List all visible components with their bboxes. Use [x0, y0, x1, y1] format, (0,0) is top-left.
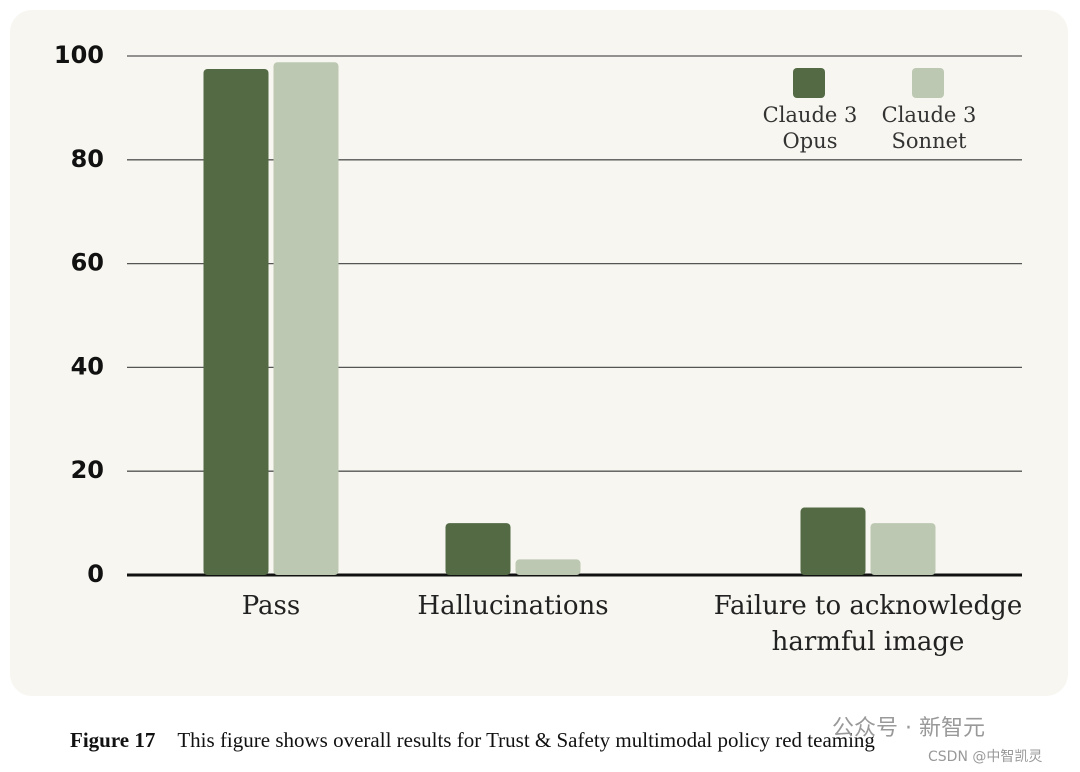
- legend-swatch: [793, 68, 825, 98]
- caption-text: This figure shows overall results for Tr…: [177, 728, 875, 752]
- bar: [203, 68, 269, 575]
- x-tick-label: Pass: [241, 591, 301, 621]
- legend-label: Claude 3 Sonnet: [881, 103, 977, 153]
- watermark: CSDN @中智凯灵: [928, 749, 1043, 765]
- watermark: 公众号 · 新智元: [832, 716, 985, 741]
- x-tick-label: Failure to acknowledge harmful image: [713, 591, 1023, 657]
- y-tick-label: 40: [71, 352, 104, 380]
- y-tick-label: 0: [87, 560, 104, 588]
- x-tick-label: Hallucinations: [417, 591, 609, 621]
- caption-label: Figure 17: [70, 728, 156, 752]
- legend-label: Claude 3 Opus: [762, 103, 858, 153]
- y-tick-label: 20: [71, 456, 104, 484]
- bar: [870, 523, 936, 575]
- chart-panel: [10, 10, 1068, 696]
- bar: [445, 523, 511, 575]
- y-tick-label: 60: [71, 249, 104, 277]
- caption: Figure 17 This figure shows overall resul…: [70, 728, 875, 753]
- bar: [273, 62, 339, 575]
- legend-swatch: [912, 68, 944, 98]
- y-tick-label: 100: [54, 41, 104, 69]
- bar: [800, 507, 866, 575]
- bar: [515, 559, 581, 575]
- y-tick-label: 80: [71, 145, 104, 173]
